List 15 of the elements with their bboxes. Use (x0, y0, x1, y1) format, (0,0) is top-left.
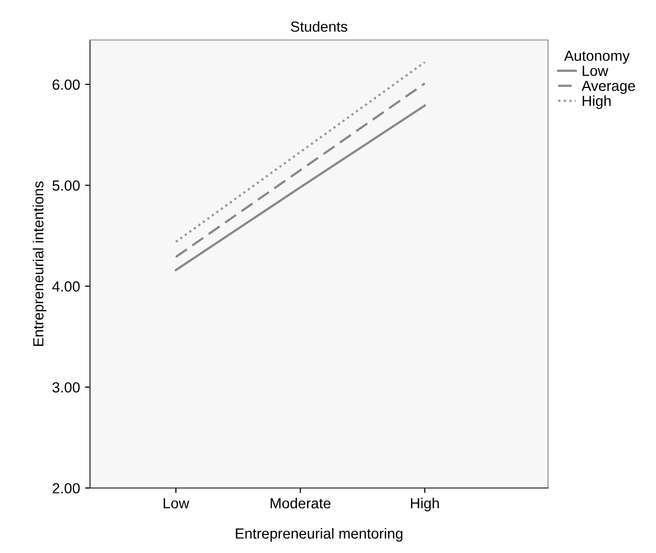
x-tick-label: High (410, 498, 439, 512)
y-tick-label: 5.00 (52, 180, 80, 191)
x-tick-label: Low (164, 498, 190, 508)
chart-title: Students (290, 21, 348, 32)
legend-label: Average (582, 80, 635, 94)
legend-label: Low (582, 66, 608, 76)
x-tick-label: Moderate (270, 498, 330, 508)
y-tick-label: 3.00 (52, 382, 80, 393)
y-axis-title: Entrepreneurial intentions (32, 181, 46, 346)
x-axis-title: Entrepreneurial mentoring (236, 528, 402, 542)
legend-label: High (582, 95, 611, 109)
legend-title: Autonomy (564, 50, 630, 64)
y-tick-label: 4.00 (52, 281, 80, 292)
y-tick-label: 2.00 (52, 483, 80, 494)
y-tick-label: 6.00 (52, 79, 80, 90)
